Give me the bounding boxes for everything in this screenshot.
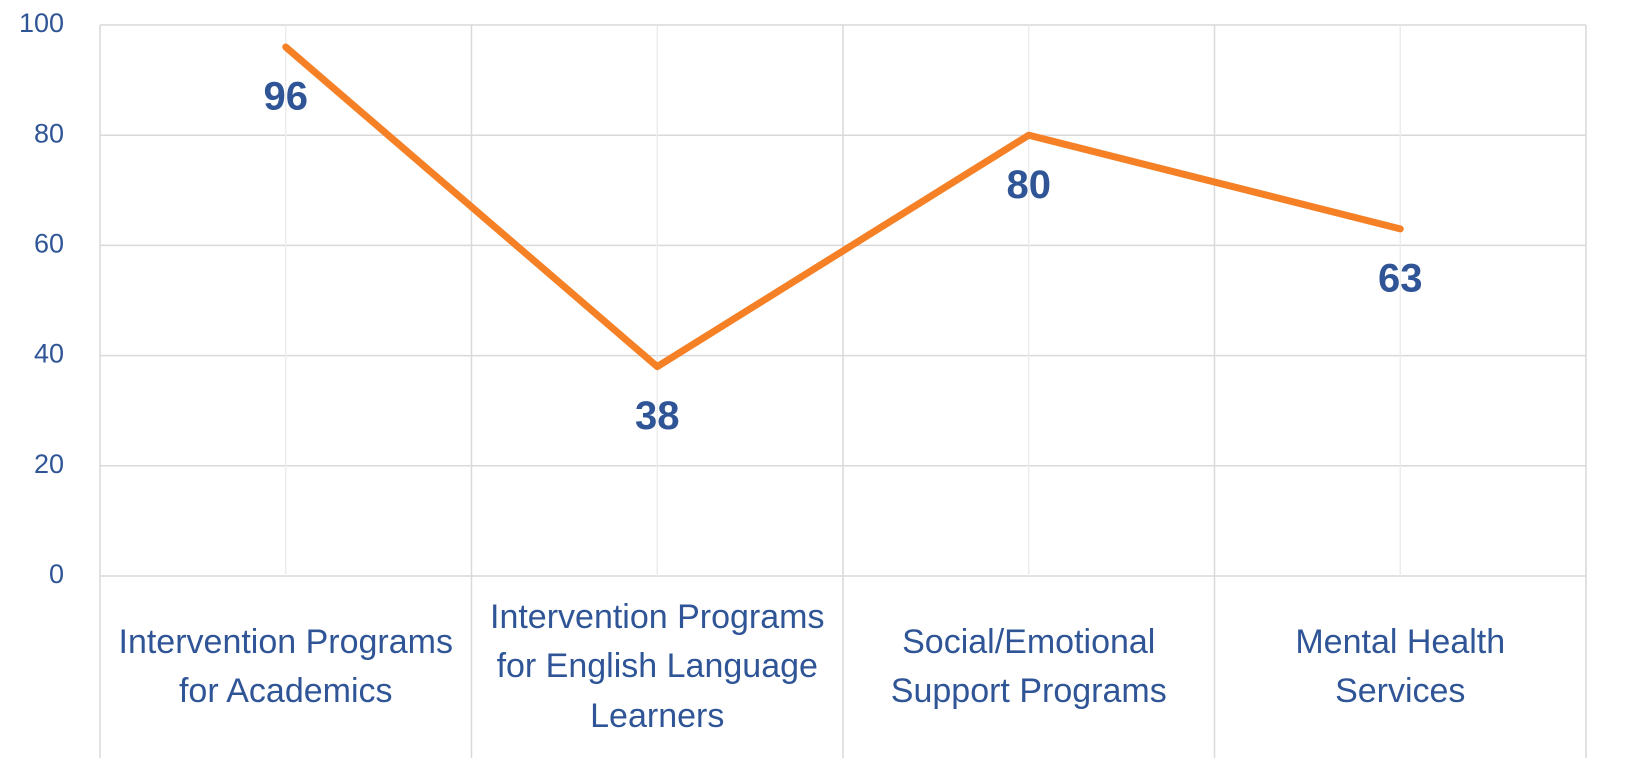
- data-label: 80: [1007, 163, 1052, 207]
- y-tick-label: 60: [34, 229, 64, 259]
- x-tick-label: Mental Health Services: [1295, 622, 1506, 710]
- data-label: 63: [1378, 256, 1423, 300]
- y-tick-label: 100: [19, 8, 64, 38]
- x-tick-label: Social/Emotional Support Programs: [890, 622, 1167, 710]
- data-label: 38: [635, 394, 680, 438]
- x-tick-label-box: Mental Health Services: [1295, 622, 1506, 710]
- x-tick-label-box: Intervention Programs for English Langua…: [490, 598, 825, 735]
- y-tick-label: 40: [34, 339, 64, 369]
- y-tick-label: 20: [34, 449, 64, 479]
- x-tick-label: Intervention Programs for Academics: [118, 622, 454, 710]
- x-tick-label: Intervention Programs for English Langua…: [490, 598, 825, 735]
- x-tick-label-box: Social/Emotional Support Programs: [890, 622, 1167, 710]
- data-label: 96: [264, 75, 309, 119]
- y-tick-label: 0: [49, 559, 64, 589]
- line: [282, 43, 1404, 371]
- x-tick-label-box: Intervention Programs for Academics: [118, 622, 454, 710]
- y-tick-label: 80: [34, 118, 64, 148]
